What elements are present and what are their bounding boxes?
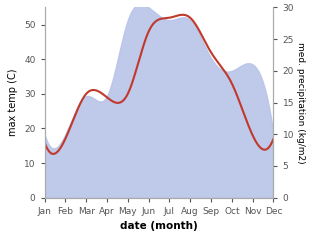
Y-axis label: med. precipitation (kg/m2): med. precipitation (kg/m2)	[296, 42, 305, 163]
X-axis label: date (month): date (month)	[120, 221, 198, 231]
Y-axis label: max temp (C): max temp (C)	[9, 69, 18, 136]
